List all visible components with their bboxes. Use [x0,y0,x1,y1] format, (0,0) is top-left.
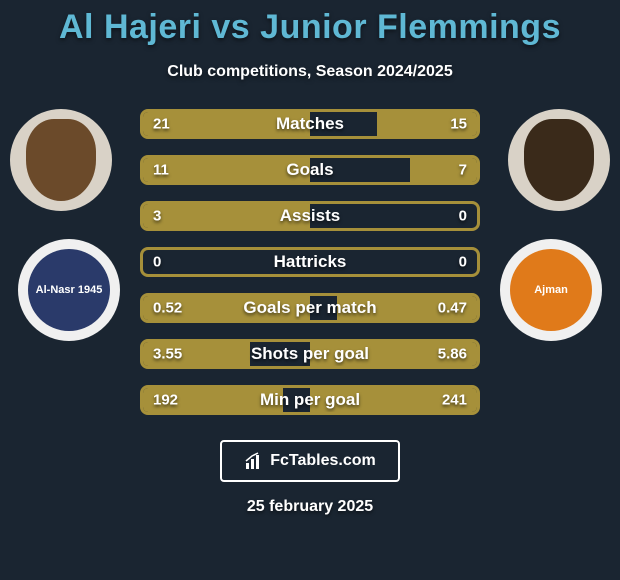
page-subtitle: Club competitions, Season 2024/2025 [0,63,620,81]
stat-value-left: 0 [153,254,161,271]
stat-row: Goals per match0.520.47 [140,293,480,323]
stat-row: Assists30 [140,201,480,231]
stat-bar-left-fill [143,112,310,136]
stat-label: Hattricks [143,252,477,272]
club-right-name: Ajman [510,249,592,331]
brand-text: FcTables.com [270,452,376,470]
stat-row: Hattricks0 0 [140,247,480,277]
stat-bar-left-fill [143,158,310,182]
stat-bar-right-fill [377,112,477,136]
stat-bar-left-fill [143,296,310,320]
stat-bar-left-fill [143,342,250,366]
club-left-name: Al-Nasr 1945 [28,249,110,331]
stat-bar-right-fill [337,296,477,320]
player-right-head-icon [524,119,594,201]
stat-bar-right-fill [310,388,477,412]
stat-bar-right-fill [410,158,477,182]
stat-row: Shots per goal3.555.86 [140,339,480,369]
brand-badge: FcTables.com [220,440,400,482]
page-title: Al Hajeri vs Junior Flemmings [0,0,620,47]
stat-row: Goals117 [140,155,480,185]
player-left-club-badge: Al-Nasr 1945 [18,239,120,341]
chart-icon [244,451,264,471]
stat-bars-container: Matches2115Goals117Assists30Hattricks00G… [140,109,480,431]
stat-bar-right-fill [310,342,477,366]
player-right-club-badge: Ajman [500,239,602,341]
stat-value-right: 0 [459,208,467,225]
stat-value-right: 0 [459,254,467,271]
stat-bar-left-fill [143,388,283,412]
stat-bar-left-fill [143,204,310,228]
stat-row: Matches2115 [140,109,480,139]
footer-date: 25 february 2025 [0,498,620,516]
player-left-avatar [10,109,112,211]
player-right-avatar [508,109,610,211]
player-left-head-icon [26,119,96,201]
stat-row: Min per goal192241 [140,385,480,415]
